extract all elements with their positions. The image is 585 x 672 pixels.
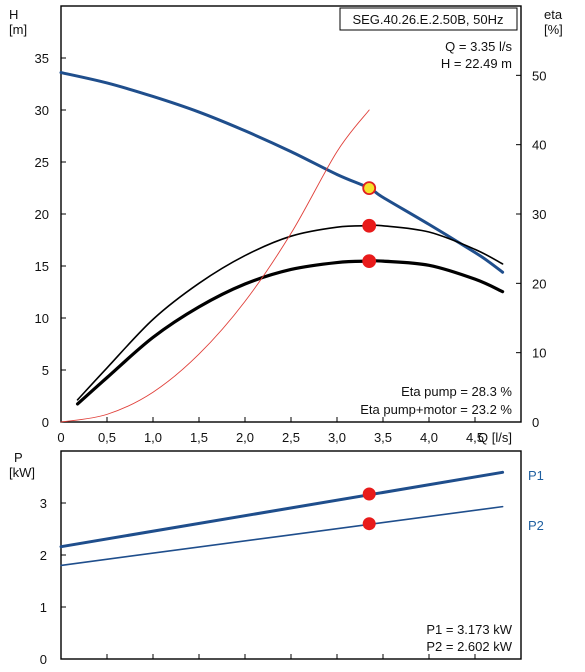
p2-readout: P2 = 2.602 kW: [426, 639, 512, 654]
flow-readout: Q = 3.35 l/s: [445, 39, 512, 54]
q-tick-label: 2,5: [282, 430, 300, 445]
p-axis-unit: [kW]: [9, 465, 35, 480]
eta-total-readout: Eta pump+motor = 23.2 %: [360, 402, 512, 417]
h-tick-label: 5: [42, 363, 49, 378]
p1-line: [59, 470, 505, 549]
q-tick-label: 3,0: [328, 430, 346, 445]
title-box: [339, 7, 518, 31]
eta-tick-label: 10: [532, 346, 546, 361]
q-axis-ticks: 0 0,5 1,0 1,5 2,0 2,5 3,0 3,5 4,0 4,5: [57, 417, 484, 445]
operating-point-head: [362, 181, 377, 196]
eta-pump-readout: Eta pump = 28.3 %: [401, 384, 512, 399]
chart-title: SEG.40.26.E.2.50B, 50Hz: [352, 12, 503, 27]
power-operating-points: [362, 487, 376, 531]
q-tick-label: 1,5: [190, 430, 208, 445]
eta-axis-label: eta: [544, 7, 563, 22]
p-tick-label: 2: [40, 548, 47, 563]
power-q-axis-ticks: [60, 654, 476, 659]
q-tick-label: 4,5: [466, 430, 484, 445]
head-readout: H = 22.49 m: [441, 56, 512, 71]
eta-reference-curve: [60, 109, 370, 423]
eta-axis-unit: [%]: [544, 22, 563, 37]
q-tick-label: 1,0: [144, 430, 162, 445]
eta-pump-curve: [76, 224, 504, 401]
power-series: [59, 470, 505, 567]
q-tick-label: 0: [57, 430, 64, 445]
eta-tick-label: 40: [532, 138, 546, 153]
q-tick-label: 4,0: [420, 430, 438, 445]
operating-point-eta-pump: [362, 218, 377, 233]
h-tick-label: 25: [35, 155, 49, 170]
operating-point-eta-total: [362, 254, 377, 269]
h-axis-label: H: [9, 7, 18, 22]
head-curve: [59, 71, 505, 274]
h-tick-label: 30: [35, 103, 49, 118]
q-tick-label: 0,5: [98, 430, 116, 445]
p-tick-label: 3: [40, 496, 47, 511]
p-tick-label: 1: [40, 600, 47, 615]
q-tick-label: 2,0: [236, 430, 254, 445]
h-tick-label: 20: [35, 207, 49, 222]
h-axis-ticks: 0 5 10 15 20 25 30 35: [35, 51, 66, 430]
h-eta-operating-points: [362, 181, 377, 269]
operating-point-p1: [362, 487, 376, 501]
h-eta-series: [59, 71, 505, 423]
eta-axis-ticks: 0 10 20 30 40 50: [516, 68, 546, 430]
q-axis-label: Q [l/s]: [478, 430, 512, 445]
h-eta-panel: H [m] eta [%] SEG.40.26.E.2.50B, 50Hz Q …: [9, 5, 563, 445]
h-tick-label: 0: [42, 415, 49, 430]
p-axis-label: P: [14, 450, 23, 465]
p2-series-label: P2: [528, 518, 544, 533]
h-tick-label: 15: [35, 259, 49, 274]
operating-point-p2: [362, 517, 376, 531]
eta-tick-label: 50: [532, 68, 546, 83]
h-tick-label: 35: [35, 51, 49, 66]
p2-line: [60, 505, 504, 567]
eta-pump-motor-curve: [75, 259, 505, 406]
power-panel: P [kW] P1 P2 P1 = 3.173 kW P2 = 2.602 kW…: [9, 450, 544, 667]
h-tick-label: 10: [35, 311, 49, 326]
p-tick-label: 0: [40, 652, 47, 667]
p-axis-ticks: 0 1 2 3: [40, 496, 66, 667]
eta-tick-label: 20: [532, 276, 546, 291]
eta-tick-label: 0: [532, 415, 539, 430]
eta-tick-label: 30: [532, 207, 546, 222]
q-tick-label: 3,5: [374, 430, 392, 445]
p1-series-label: P1: [528, 468, 544, 483]
h-axis-unit: [m]: [9, 22, 27, 37]
p1-readout: P1 = 3.173 kW: [426, 622, 512, 637]
